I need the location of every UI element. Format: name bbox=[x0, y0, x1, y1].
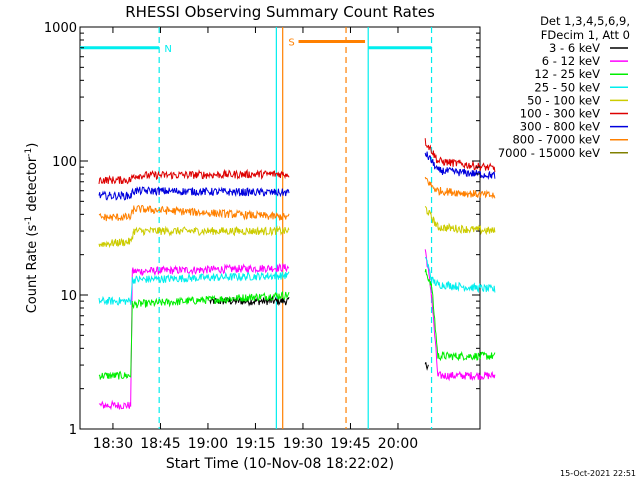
legend-label-7: 800 - 7000 keV bbox=[512, 133, 600, 147]
x-tick-label-2: 19:00 bbox=[188, 436, 228, 452]
y-tick-label-3: 1000 bbox=[44, 21, 77, 36]
legend-label-1: 6 - 12 keV bbox=[542, 54, 600, 68]
y-tick-label-1: 10 bbox=[60, 289, 77, 304]
y-label-sup-1: -1 bbox=[24, 216, 34, 225]
series-1 bbox=[98, 249, 496, 411]
legend-label-2: 12 - 25 keV bbox=[534, 67, 600, 81]
series-line-2-1 bbox=[424, 269, 496, 362]
legend-label-0: 3 - 6 keV bbox=[549, 41, 600, 55]
series-line-4-0 bbox=[98, 225, 290, 249]
series-3 bbox=[98, 256, 496, 306]
y-tick-label-0: 1 bbox=[69, 423, 77, 438]
chart-title: RHESSI Observing Summary Count Rates bbox=[125, 3, 435, 21]
series-line-7-0 bbox=[98, 204, 290, 222]
series-6 bbox=[98, 151, 496, 201]
series-line-6-1 bbox=[424, 151, 496, 180]
y-label-mid: detector bbox=[25, 156, 40, 216]
series-line-3-0 bbox=[98, 271, 290, 306]
series-line-6-0 bbox=[98, 186, 290, 201]
markers-layer bbox=[158, 27, 433, 429]
series-line-1-1 bbox=[424, 249, 496, 382]
y-axis-label: Count Rate (s-1 detector-1) bbox=[24, 143, 40, 314]
x-tick-label-1: 18:45 bbox=[140, 436, 180, 452]
series-0 bbox=[209, 295, 429, 371]
series-line-0-1 bbox=[424, 362, 429, 371]
x-tick-label-0: 18:30 bbox=[93, 436, 133, 452]
flags-layer: NS bbox=[80, 37, 432, 55]
series-4 bbox=[98, 206, 496, 249]
series-line-2-0 bbox=[98, 290, 290, 380]
series-7 bbox=[98, 176, 496, 222]
legend-label-4: 50 - 100 keV bbox=[527, 93, 600, 107]
series-line-3-1 bbox=[424, 256, 496, 294]
flag-label-0: N bbox=[164, 44, 171, 55]
x-tick-label-5: 19:45 bbox=[330, 436, 370, 452]
series-line-5-1 bbox=[424, 138, 496, 173]
legend-header-line-1: Det 1,3,4,5,6,9, bbox=[540, 14, 630, 28]
generation-timestamp: 15-Oct-2021 22:51 bbox=[560, 469, 636, 478]
x-tick-label-4: 19:30 bbox=[283, 436, 323, 452]
x-tick-label-6: 20:00 bbox=[378, 436, 418, 452]
y-label-end: ) bbox=[25, 143, 40, 148]
legend-label-3: 25 - 50 keV bbox=[534, 80, 600, 94]
legend-label-6: 300 - 800 keV bbox=[520, 120, 600, 134]
series-line-1-0 bbox=[98, 262, 290, 411]
series-5 bbox=[98, 138, 496, 185]
x-axis-label: Start Time (10-Nov-08 18:22:02) bbox=[166, 456, 394, 472]
legend-label-5: 100 - 300 keV bbox=[520, 107, 600, 121]
legend: Det 1,3,4,5,6,9, FDecim 1, Att 0 3 - 6 k… bbox=[498, 14, 630, 160]
series-line-5-0 bbox=[98, 168, 290, 185]
legend-label-8: 7000 - 15000 keV bbox=[498, 146, 600, 160]
legend-header-line-2: FDecim 1, Att 0 bbox=[541, 28, 630, 42]
x-tick-label-3: 19:15 bbox=[235, 436, 275, 452]
axes-layer: 18:30 18:45 19:00 19:15 19:30 19:45 20:00 1 10 10… bbox=[44, 21, 480, 452]
series-line-0-0 bbox=[209, 295, 290, 307]
series-line-7-1 bbox=[424, 176, 496, 200]
flag-label-1: S bbox=[288, 37, 294, 48]
y-tick-label-2: 100 bbox=[52, 155, 77, 170]
y-label-main: Count Rate (s bbox=[25, 225, 40, 314]
y-label-sup-2: -1 bbox=[24, 148, 34, 157]
series-2 bbox=[98, 269, 496, 380]
series-line-4-1 bbox=[424, 206, 496, 236]
series-layer bbox=[98, 138, 496, 411]
